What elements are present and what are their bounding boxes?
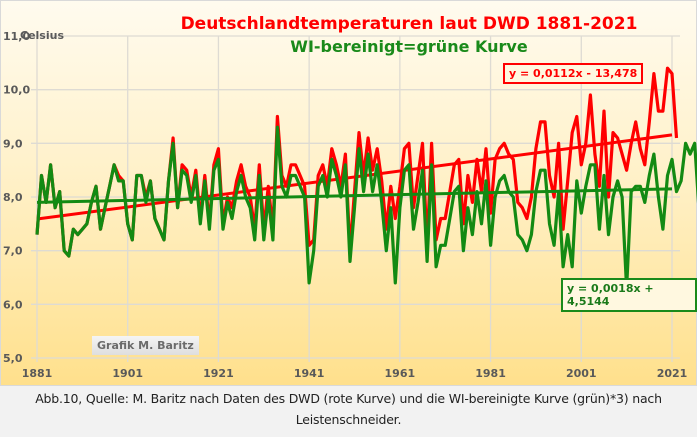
chart-subtitle: WI-bereinigt=grüne Kurve (290, 37, 528, 56)
x-tick-label: 1921 (203, 367, 234, 380)
y-tick-label: 8,0 (3, 191, 23, 204)
x-tick-label: 1941 (294, 367, 325, 380)
x-tick-label: 1961 (385, 367, 416, 380)
y-tick-label: 7,0 (3, 245, 23, 258)
x-tick-label: 2021 (657, 367, 688, 380)
red-trend-equation: y = 0,0112x - 13,478 (503, 63, 644, 84)
y-axis-ticks: 5,0 6,0 7,0 8,0 9,0 10,0 11,0 (3, 30, 30, 365)
wi-adjusted-trendline (36, 187, 673, 204)
y-tick-label: 9,0 (3, 137, 23, 150)
temperature-chart: 5,0 6,0 7,0 8,0 9,0 10,0 11,0 1881 1901 1921 1941… (3, 14, 697, 380)
x-axis-ticks: 1881 1901 1921 1941 1961 1981 2001 2021 (22, 367, 688, 380)
y-axis-label: Celsius (20, 29, 64, 42)
x-tick-label: 1981 (475, 367, 506, 380)
y-tick-label: 10,0 (3, 84, 30, 97)
credit-label: Grafik M. Baritz (92, 336, 199, 355)
y-tick-label: 5,0 (3, 352, 23, 365)
figure-caption: Abb.10, Quelle: M. Baritz nach Daten des… (0, 388, 697, 430)
wi-adjusted-series-line (35, 125, 697, 290)
y-tick-label: 11,0 (3, 30, 30, 43)
y-tick-label: 6,0 (3, 298, 23, 311)
x-tick-label: 1881 (22, 367, 53, 380)
caption-line-1: Abb.10, Quelle: M. Baritz nach Daten des… (35, 391, 662, 406)
chart-title: Deutschlandtemperaturen laut DWD 1881-20… (181, 14, 638, 34)
x-tick-label: 1901 (112, 367, 143, 380)
series-group (35, 66, 697, 290)
x-tick-label: 2001 (566, 367, 597, 380)
green-trend-equation: y = 0,0018x + 4,5144 (561, 278, 697, 312)
dwd-trendline (36, 133, 673, 221)
caption-line-2: Leistenschneider. (295, 412, 402, 427)
